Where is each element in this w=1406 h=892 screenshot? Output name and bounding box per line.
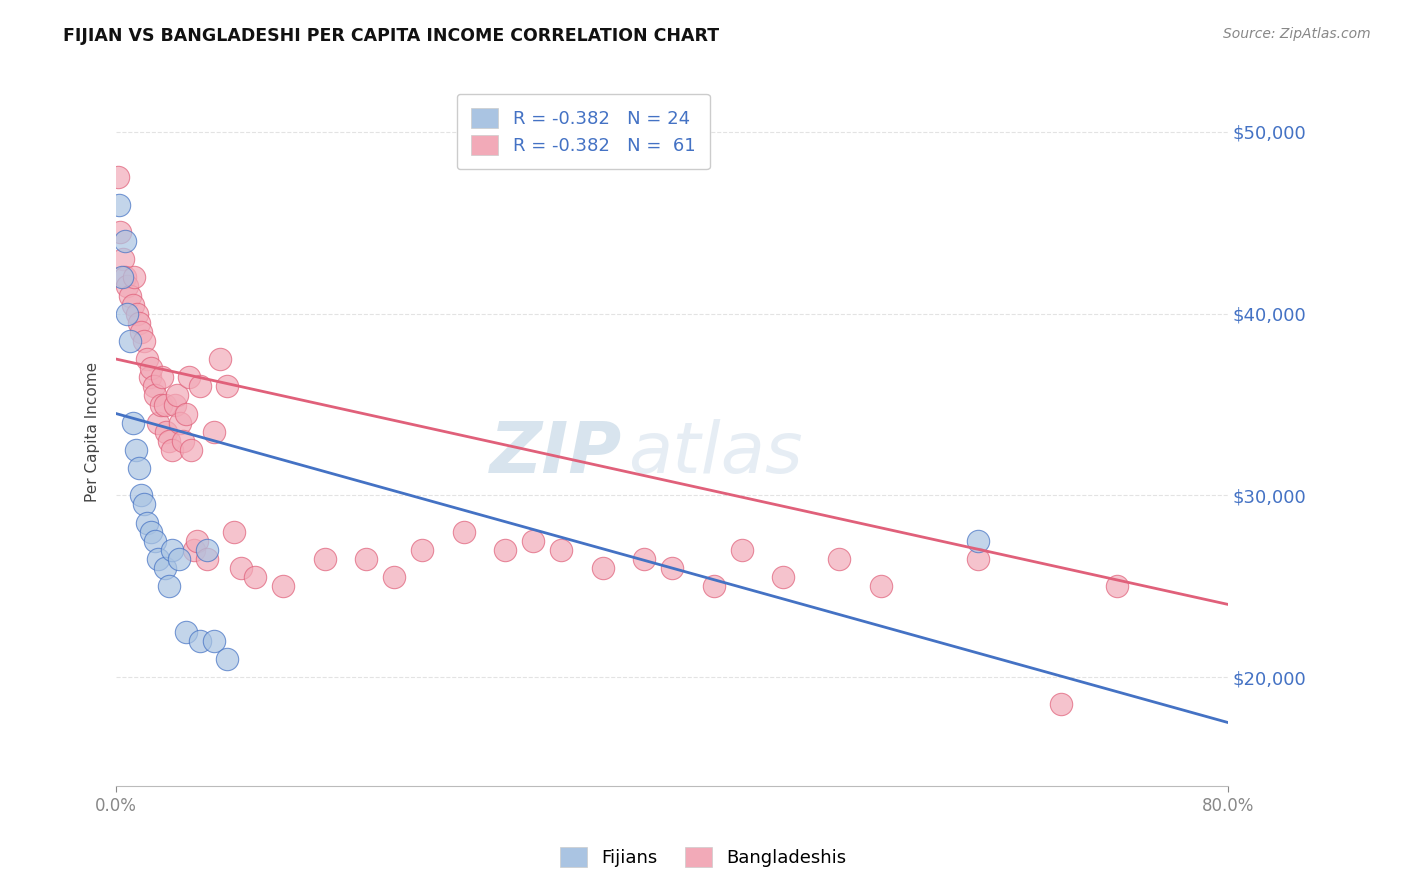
Point — [150, 370, 173, 384]
Point — [135, 516, 157, 530]
Point — [1050, 698, 1073, 712]
Point — [157, 579, 180, 593]
Point — [107, 170, 129, 185]
Point — [202, 425, 225, 439]
Point — [149, 398, 172, 412]
Point — [730, 542, 752, 557]
Point — [869, 579, 891, 593]
Point — [217, 379, 239, 393]
Point — [114, 270, 136, 285]
Point — [146, 416, 169, 430]
Point — [202, 633, 225, 648]
Point — [112, 252, 135, 267]
Point — [967, 533, 990, 548]
Point — [772, 570, 794, 584]
Point — [195, 552, 218, 566]
Point — [157, 434, 180, 448]
Text: ZIP: ZIP — [489, 418, 621, 488]
Point — [117, 279, 139, 293]
Point — [132, 334, 155, 348]
Point — [143, 533, 166, 548]
Point — [128, 316, 150, 330]
Point — [174, 624, 197, 639]
Point — [703, 579, 725, 593]
Point — [1105, 579, 1128, 593]
Legend: Fijians, Bangladeshis: Fijians, Bangladeshis — [551, 838, 855, 876]
Point — [110, 225, 132, 239]
Point — [166, 388, 188, 402]
Point — [828, 552, 851, 566]
Point — [661, 561, 683, 575]
Text: Source: ZipAtlas.com: Source: ZipAtlas.com — [1223, 27, 1371, 41]
Point — [217, 652, 239, 666]
Point — [550, 542, 572, 557]
Point — [108, 197, 131, 211]
Point — [183, 542, 205, 557]
Point — [186, 533, 208, 548]
Point — [155, 425, 177, 439]
Point — [174, 407, 197, 421]
Point — [188, 633, 211, 648]
Point — [153, 398, 176, 412]
Point — [120, 334, 142, 348]
Point — [122, 416, 145, 430]
Point — [169, 416, 191, 430]
Point — [245, 570, 267, 584]
Point — [111, 270, 134, 285]
Point — [195, 542, 218, 557]
Point — [129, 488, 152, 502]
Point — [146, 552, 169, 566]
Point — [188, 379, 211, 393]
Y-axis label: Per Capita Income: Per Capita Income — [86, 362, 100, 502]
Point — [453, 524, 475, 539]
Legend: R = -0.382   N = 24, R = -0.382   N =  61: R = -0.382 N = 24, R = -0.382 N = 61 — [457, 94, 710, 169]
Point — [356, 552, 378, 566]
Point — [180, 442, 202, 457]
Point — [122, 297, 145, 311]
Point — [231, 561, 253, 575]
Point — [120, 288, 142, 302]
Point — [382, 570, 405, 584]
Point — [271, 579, 294, 593]
Point — [139, 361, 162, 376]
Point — [135, 352, 157, 367]
Point — [153, 561, 176, 575]
Point — [117, 307, 139, 321]
Point — [124, 270, 146, 285]
Point — [633, 552, 655, 566]
Point — [592, 561, 614, 575]
Point — [494, 542, 516, 557]
Point — [967, 552, 990, 566]
Point — [411, 542, 433, 557]
Point — [160, 542, 183, 557]
Point — [128, 461, 150, 475]
Point — [138, 370, 160, 384]
Text: atlas: atlas — [627, 418, 803, 488]
Point — [209, 352, 232, 367]
Point — [114, 234, 136, 248]
Point — [142, 379, 165, 393]
Point — [172, 434, 194, 448]
Point — [167, 552, 190, 566]
Point — [139, 524, 162, 539]
Point — [522, 533, 544, 548]
Point — [129, 325, 152, 339]
Point — [224, 524, 246, 539]
Point — [127, 307, 149, 321]
Point — [177, 370, 200, 384]
Point — [125, 442, 148, 457]
Point — [160, 442, 183, 457]
Point — [163, 398, 186, 412]
Text: FIJIAN VS BANGLADESHI PER CAPITA INCOME CORRELATION CHART: FIJIAN VS BANGLADESHI PER CAPITA INCOME … — [63, 27, 720, 45]
Point — [143, 388, 166, 402]
Point — [314, 552, 336, 566]
Point — [132, 498, 155, 512]
